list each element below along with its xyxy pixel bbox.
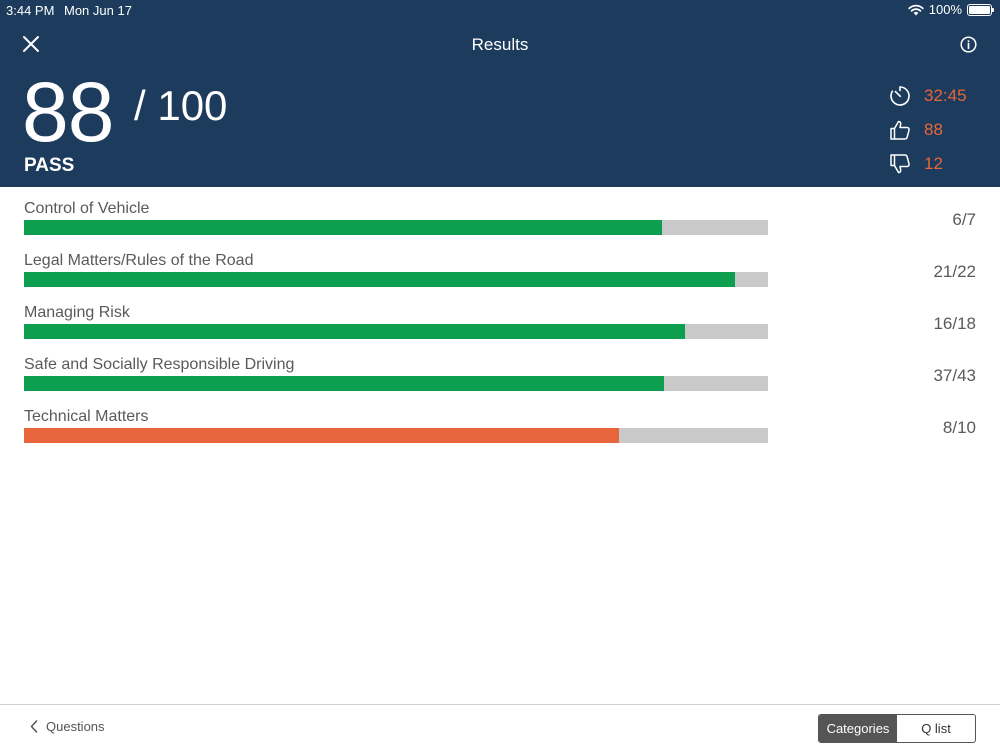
category-row-technical-matters: Technical Matters 8/10 <box>24 408 976 460</box>
category-label: Safe and Socially Responsible Driving <box>24 356 295 373</box>
wifi-icon <box>908 4 924 15</box>
category-row-safe-driving: Safe and Socially Responsible Driving 37… <box>24 356 976 408</box>
questions-back-label: Questions <box>46 719 105 734</box>
category-label: Technical Matters <box>24 408 149 425</box>
stat-time-value: 32:45 <box>924 86 967 105</box>
tab-categories[interactable]: Categories <box>819 715 897 742</box>
stat-incorrect: 12 <box>888 152 943 176</box>
status-bar: 3:44 PM Mon Jun 17 100% <box>0 0 1000 20</box>
category-progress-track <box>24 428 768 443</box>
category-progress-fill <box>24 428 620 443</box>
category-score: 6/7 <box>952 210 976 229</box>
questions-back-button[interactable]: Questions <box>30 719 105 734</box>
stat-correct-value: 88 <box>924 120 943 139</box>
category-row-managing-risk: Managing Risk 16/18 <box>24 304 976 356</box>
category-row-control-of-vehicle: Control of Vehicle 6/7 <box>24 200 976 252</box>
stat-incorrect-value: 12 <box>924 154 943 173</box>
page-title: Results <box>471 35 529 54</box>
thumbs-down-icon <box>890 154 910 174</box>
category-score: 8/10 <box>942 418 976 437</box>
bottom-toolbar: Questions Categories Q list <box>0 704 1000 750</box>
stat-correct: 88 <box>888 118 943 142</box>
category-progress-track <box>24 220 768 235</box>
category-score: 21/22 <box>933 262 976 281</box>
category-label: Managing Risk <box>24 304 130 321</box>
stat-time: 32:45 <box>888 84 967 108</box>
thumbs-up-icon <box>890 120 910 140</box>
category-score: 16/18 <box>933 314 976 333</box>
info-button[interactable] <box>960 36 977 53</box>
battery-percent: 100% <box>928 2 962 17</box>
chevron-left-icon <box>30 720 38 733</box>
score-total: / 100 <box>134 82 228 129</box>
close-button[interactable] <box>21 34 41 54</box>
category-progress-track <box>24 272 768 287</box>
view-segmented-control: Categories Q list <box>818 714 976 743</box>
status-right: 100% <box>908 2 994 17</box>
timer-icon <box>890 86 910 106</box>
category-label: Legal Matters/Rules of the Road <box>24 252 254 269</box>
info-icon <box>960 36 977 53</box>
category-progress-track <box>24 376 768 391</box>
close-icon <box>23 36 39 52</box>
tab-q-list[interactable]: Q list <box>921 721 951 736</box>
status-time: 3:44 PM <box>6 3 55 18</box>
category-progress-fill <box>24 324 686 339</box>
category-score: 37/43 <box>933 366 976 385</box>
result-label: PASS <box>24 155 75 176</box>
category-progress-fill <box>24 376 664 391</box>
category-progress-fill <box>24 272 735 287</box>
category-progress-track <box>24 324 768 339</box>
score-value: 88 <box>22 65 114 159</box>
status-date: Mon Jun 17 <box>64 3 132 18</box>
results-header: 3:44 PM Mon Jun 17 100% Results 88 / 100… <box>0 0 1000 187</box>
battery-icon <box>967 3 994 16</box>
category-progress-fill <box>24 220 662 235</box>
category-row-legal-matters: Legal Matters/Rules of the Road 21/22 <box>24 252 976 304</box>
category-label: Control of Vehicle <box>24 200 150 217</box>
